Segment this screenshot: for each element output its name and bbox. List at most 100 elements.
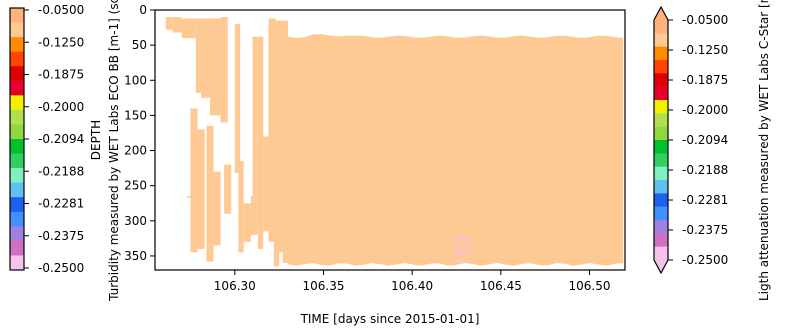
profile-segment [224,164,232,214]
colorbar-tick-label: -0.2375 [682,223,728,237]
profile-column [195,18,202,93]
profile-segment [206,125,214,262]
colorbar-swatch [654,126,668,141]
profile-segment [250,196,258,235]
colorbar-swatch [654,60,668,74]
x-axis-label: TIME [days since 2015-01-01] [300,312,480,326]
profile-segment [243,203,251,242]
left-colorbar-ticks: -0.0500 -0.1250 -0.1875 -0.2000 -0.2094 -0.21… [24,3,84,275]
colorbar-tick-label: -0.2500 [38,261,84,275]
colorbar-tick-label: -0.2000 [38,100,84,114]
profile-column [275,20,283,253]
x-tick-label: 106.30 [214,279,256,293]
isolated-sample [186,196,191,198]
colorbar-tick-label: -0.2500 [682,253,728,267]
colorbar-swatch [654,220,668,234]
y-tick-label: 100 [124,73,147,87]
colorbar-tick-label: -0.2000 [682,103,728,117]
colorbar-tick-label: -0.2281 [38,197,84,211]
colorbar-swatch [10,37,24,52]
colorbar-swatch [654,180,668,194]
colorbar-extend-top [654,7,668,20]
colorbar-swatch [10,8,24,23]
x-tick-label: 106.45 [480,279,522,293]
colorbar-swatch [10,168,24,183]
x-tick-label: 106.50 [569,279,611,293]
left-colorbar: -0.0500 -0.1250 -0.1875 -0.2000 -0.2094 -0.21… [9,3,84,275]
colorbar-swatch [654,20,668,34]
profile-column [165,17,173,30]
colorbar-swatch [10,182,24,198]
colorbar-swatch [10,80,24,96]
y-tick-label: 300 [124,214,147,228]
y-tick-label: 250 [124,179,147,193]
plot-frame [154,9,626,271]
colorbar-swatch [10,211,24,227]
colorbar-extend-bottom [654,260,668,273]
profile-segment [190,108,198,253]
colorbar-swatch [10,95,24,111]
profile-segment [273,157,280,267]
y-tick-label: 350 [124,249,147,263]
y-axis-ticks: 0 50 100 150 200 250 300 350 [124,3,155,263]
colorbar-swatch [654,153,668,167]
colorbar-swatch [654,33,668,47]
colorbar-swatch [10,109,24,125]
colorbar-tick-label: -0.1250 [38,35,84,49]
colorbar-swatch [10,66,24,82]
profile-column [172,17,182,33]
colorbar-swatch [10,124,24,140]
colorbar-swatch [10,197,24,213]
colorbar-tick-label: -0.1875 [682,73,728,87]
colorbar-tick-label: -0.1250 [682,43,728,57]
colorbar-swatch [654,206,668,221]
colorbar-swatch [654,246,668,261]
colorbar-swatch [654,233,668,247]
profile-column [234,24,241,174]
profile-column [252,36,258,221]
colorbar-swatch [654,140,668,154]
colorbar-tick-label: -0.2188 [682,163,728,177]
plot-area: 106.30 106.35 106.40 106.45 106.50 0 50 100 150… [124,3,626,293]
y-tick-label: 0 [139,3,147,17]
colorbar-swatch [10,240,24,256]
x-axis-ticks: 106.30 106.35 106.40 106.45 106.50 [214,270,611,293]
colorbar-swatch [654,113,668,127]
right-colorbar-ticks: -0.0500 -0.1250 -0.1875 -0.2000 -0.2094 -0.21… [668,13,728,267]
colorbar-tick-label: -0.2094 [682,133,728,147]
profile-column [209,18,221,116]
x-tick-label: 106.40 [391,279,433,293]
colorbar-swatch [654,46,668,61]
y-tick-label: 200 [124,144,147,158]
profile-segment [238,161,244,253]
profile-segment [263,136,273,232]
colorbar-tick-label: -0.2094 [38,132,84,146]
left-colorbar-label: Turbidity measured by WET Labs ECO BB [m… [107,0,121,302]
profile-column [282,20,289,263]
colorbar-swatch [654,166,668,181]
colorbar-swatch [10,51,24,67]
colorbar-swatch [654,73,668,87]
colorbar-swatch [10,139,24,154]
x-tick-label: 106.35 [302,279,344,293]
colorbar-tick-label: -0.0500 [682,13,728,27]
colorbar-tick-label: -0.2375 [38,229,84,243]
colorbar-tick-label: -0.0500 [38,3,84,17]
colorbar-swatch [10,255,24,271]
left-colorbar-fill [10,8,24,271]
colorbar-swatch [10,22,24,38]
colorbar-swatch [10,153,24,169]
main-data-block [288,34,624,266]
profile-column [201,18,210,98]
right-colorbar-fill [654,7,668,273]
profile-column [220,17,228,123]
profile-segment [213,171,221,246]
profile-column [181,18,196,39]
profile-column [268,18,276,242]
profile-column [257,36,264,249]
colorbar-swatch [10,226,24,242]
colorbar-tick-label: -0.1875 [38,68,84,82]
profile-segment [197,129,205,249]
colorbar-tick-label: -0.2281 [682,193,728,207]
